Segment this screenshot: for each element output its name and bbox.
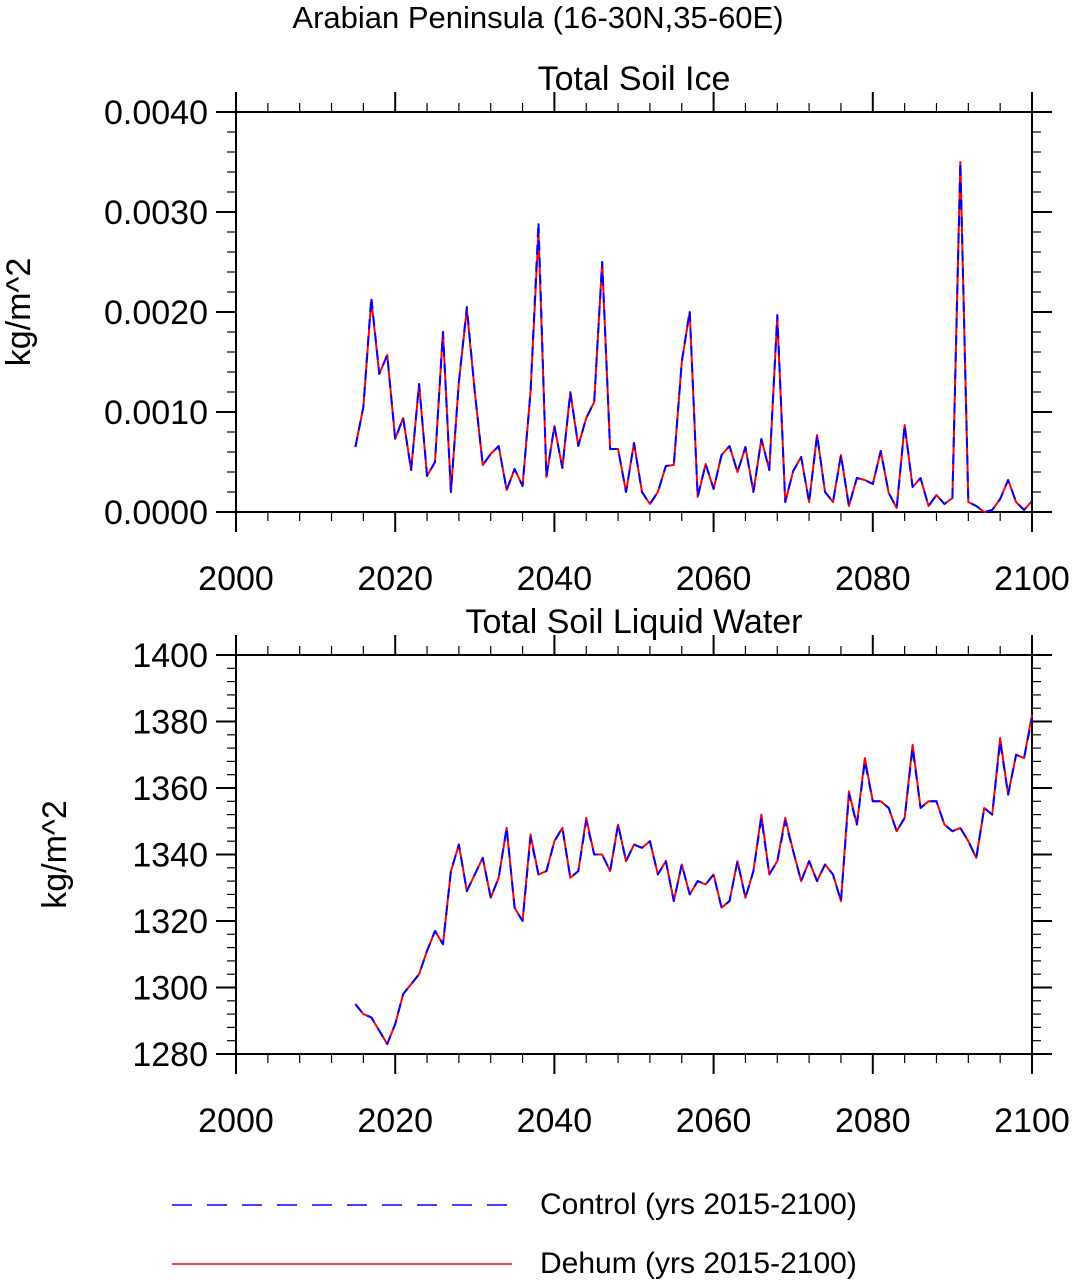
x-tick-label: 2000	[198, 1102, 274, 1140]
y-tick-label: 0.0020	[104, 294, 208, 332]
x-tick-label: 2080	[835, 1102, 911, 1140]
series-line-dehum	[354, 714, 1033, 1046]
x-tick-label: 2060	[676, 560, 752, 598]
plot-frame	[235, 654, 1033, 1055]
legend-label-dehum: Dehum (yrs 2015-2100)	[540, 1247, 857, 1280]
x-tick-label: 2080	[835, 560, 911, 598]
x-tick-label: 2100	[994, 560, 1070, 598]
x-tick-label: 2040	[517, 560, 593, 598]
y-tick-label: 1300	[132, 970, 208, 1008]
legend-label-control: Control (yrs 2015-2100)	[540, 1188, 857, 1221]
series-line-dehum	[354, 161, 1033, 513]
chart-total-soil-liquid-water: Total Soil Liquid Water kg/m^2 2000 2020 204…	[36, 603, 1070, 1140]
chart-title: Total Soil Liquid Water	[465, 603, 802, 641]
y-tick-label: 0.0000	[104, 494, 208, 532]
chart-total-soil-ice: Total Soil Ice kg/m^2 2000 2020 2040 2060 2080…	[0, 60, 1070, 598]
x-tick-label: 2020	[357, 560, 433, 598]
y-tick-label: 1280	[132, 1036, 208, 1074]
x-tick-label: 2040	[517, 1102, 593, 1140]
plot-frame	[235, 111, 1033, 513]
x-tick-label: 2020	[357, 1102, 433, 1140]
y-tick-label: 0.0030	[104, 194, 208, 232]
y-axis-label: kg/m^2	[36, 800, 74, 909]
x-tick-label: 2100	[994, 1102, 1070, 1140]
y-tick-label: 1380	[132, 704, 208, 742]
legend: Control (yrs 2015-2100) Dehum (yrs 2015-…	[172, 1188, 857, 1280]
y-tick-label: 0.0010	[104, 394, 208, 432]
y-tick-label: 0.0040	[104, 94, 208, 132]
y-tick-label: 1340	[132, 837, 208, 875]
x-tick-label: 2060	[676, 1102, 752, 1140]
y-tick-label: 1400	[132, 637, 208, 675]
y-tick-label: 1320	[132, 903, 208, 941]
y-axis-label: kg/m^2	[0, 258, 38, 367]
chart-title: Total Soil Ice	[538, 60, 731, 98]
figure-suptitle: Arabian Peninsula (16-30N,35-60E)	[292, 0, 783, 35]
series-line-control	[354, 161, 1033, 513]
series-line-control	[354, 717, 1033, 1046]
y-tick-label: 1360	[132, 770, 208, 808]
x-tick-label: 2000	[198, 560, 274, 598]
